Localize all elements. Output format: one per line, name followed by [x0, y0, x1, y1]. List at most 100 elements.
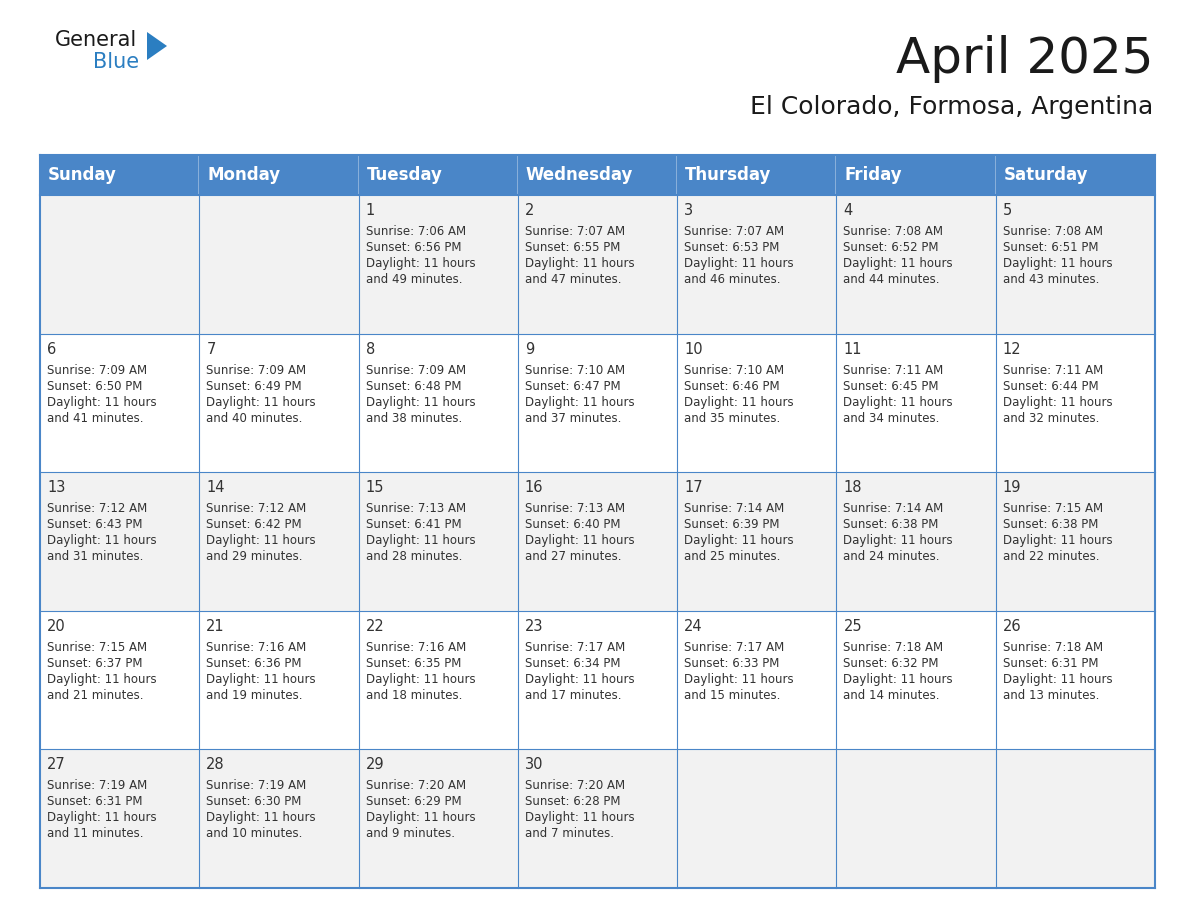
Text: Sunset: 6:51 PM: Sunset: 6:51 PM: [1003, 241, 1098, 254]
Text: Sunrise: 7:17 AM: Sunrise: 7:17 AM: [684, 641, 784, 654]
Text: Sunrise: 7:18 AM: Sunrise: 7:18 AM: [1003, 641, 1102, 654]
Text: and 13 minutes.: and 13 minutes.: [1003, 688, 1099, 701]
Polygon shape: [147, 32, 168, 60]
Text: and 37 minutes.: and 37 minutes.: [525, 411, 621, 425]
Text: Daylight: 11 hours: Daylight: 11 hours: [366, 534, 475, 547]
Bar: [996, 472, 1155, 610]
Bar: [200, 472, 359, 610]
Text: Daylight: 11 hours: Daylight: 11 hours: [684, 257, 794, 270]
Text: Sunset: 6:35 PM: Sunset: 6:35 PM: [366, 656, 461, 670]
Text: and 9 minutes.: and 9 minutes.: [366, 827, 455, 840]
Text: Sunrise: 7:11 AM: Sunrise: 7:11 AM: [843, 364, 943, 376]
Text: and 29 minutes.: and 29 minutes.: [207, 550, 303, 564]
Text: 23: 23: [525, 619, 543, 633]
Text: Sunrise: 7:10 AM: Sunrise: 7:10 AM: [525, 364, 625, 376]
Text: 4: 4: [843, 203, 853, 218]
Text: Sunset: 6:48 PM: Sunset: 6:48 PM: [366, 380, 461, 393]
Text: and 15 minutes.: and 15 minutes.: [684, 688, 781, 701]
Text: Daylight: 11 hours: Daylight: 11 hours: [366, 673, 475, 686]
Text: Daylight: 11 hours: Daylight: 11 hours: [366, 396, 475, 409]
Text: Daylight: 11 hours: Daylight: 11 hours: [207, 396, 316, 409]
Text: Daylight: 11 hours: Daylight: 11 hours: [525, 396, 634, 409]
Text: Daylight: 11 hours: Daylight: 11 hours: [366, 257, 475, 270]
Bar: [677, 195, 836, 333]
Text: Sunrise: 7:07 AM: Sunrise: 7:07 AM: [525, 225, 625, 238]
Text: Sunrise: 7:14 AM: Sunrise: 7:14 AM: [684, 502, 784, 515]
Text: and 40 minutes.: and 40 minutes.: [207, 411, 303, 425]
Bar: [40, 472, 200, 610]
Text: Daylight: 11 hours: Daylight: 11 hours: [1003, 673, 1112, 686]
Text: Daylight: 11 hours: Daylight: 11 hours: [207, 812, 316, 824]
Bar: [40, 333, 200, 472]
Bar: [359, 195, 518, 333]
Bar: [677, 749, 836, 888]
Text: and 21 minutes.: and 21 minutes.: [48, 688, 144, 701]
Text: Sunrise: 7:08 AM: Sunrise: 7:08 AM: [1003, 225, 1102, 238]
Text: and 32 minutes.: and 32 minutes.: [1003, 411, 1099, 425]
Text: Daylight: 11 hours: Daylight: 11 hours: [843, 534, 953, 547]
Text: Daylight: 11 hours: Daylight: 11 hours: [48, 673, 157, 686]
Bar: [836, 472, 996, 610]
Text: Sunset: 6:31 PM: Sunset: 6:31 PM: [48, 795, 143, 809]
Text: 17: 17: [684, 480, 703, 495]
Text: Sunset: 6:42 PM: Sunset: 6:42 PM: [207, 518, 302, 532]
Text: Sunset: 6:50 PM: Sunset: 6:50 PM: [48, 380, 143, 393]
Text: 20: 20: [48, 619, 65, 633]
Text: Daylight: 11 hours: Daylight: 11 hours: [684, 673, 794, 686]
Text: 24: 24: [684, 619, 703, 633]
Text: Saturday: Saturday: [1004, 166, 1088, 184]
Text: 1: 1: [366, 203, 375, 218]
Text: 26: 26: [1003, 619, 1022, 633]
Bar: [996, 195, 1155, 333]
Text: Sunrise: 7:07 AM: Sunrise: 7:07 AM: [684, 225, 784, 238]
Text: 29: 29: [366, 757, 384, 772]
Bar: [518, 155, 677, 195]
Text: Daylight: 11 hours: Daylight: 11 hours: [684, 534, 794, 547]
Bar: [996, 155, 1155, 195]
Text: Sunset: 6:39 PM: Sunset: 6:39 PM: [684, 518, 779, 532]
Bar: [518, 195, 677, 333]
Bar: [359, 749, 518, 888]
Text: Sunset: 6:32 PM: Sunset: 6:32 PM: [843, 656, 939, 670]
Text: and 41 minutes.: and 41 minutes.: [48, 411, 144, 425]
Text: Daylight: 11 hours: Daylight: 11 hours: [207, 673, 316, 686]
Bar: [996, 610, 1155, 749]
Text: 9: 9: [525, 341, 535, 356]
Text: and 19 minutes.: and 19 minutes.: [207, 688, 303, 701]
Text: Sunset: 6:41 PM: Sunset: 6:41 PM: [366, 518, 461, 532]
Text: and 24 minutes.: and 24 minutes.: [843, 550, 940, 564]
Text: Sunset: 6:31 PM: Sunset: 6:31 PM: [1003, 656, 1098, 670]
Text: Friday: Friday: [845, 166, 902, 184]
Text: Sunrise: 7:16 AM: Sunrise: 7:16 AM: [207, 641, 307, 654]
Bar: [200, 155, 359, 195]
Bar: [836, 195, 996, 333]
Text: Sunset: 6:49 PM: Sunset: 6:49 PM: [207, 380, 302, 393]
Text: Sunset: 6:53 PM: Sunset: 6:53 PM: [684, 241, 779, 254]
Text: 18: 18: [843, 480, 862, 495]
Text: Sunset: 6:43 PM: Sunset: 6:43 PM: [48, 518, 143, 532]
Text: and 10 minutes.: and 10 minutes.: [207, 827, 303, 840]
Text: and 18 minutes.: and 18 minutes.: [366, 688, 462, 701]
Text: 7: 7: [207, 341, 216, 356]
Bar: [996, 749, 1155, 888]
Text: Daylight: 11 hours: Daylight: 11 hours: [48, 534, 157, 547]
Text: Sunrise: 7:15 AM: Sunrise: 7:15 AM: [1003, 502, 1102, 515]
Text: Daylight: 11 hours: Daylight: 11 hours: [843, 673, 953, 686]
Text: 6: 6: [48, 341, 56, 356]
Text: Sunrise: 7:19 AM: Sunrise: 7:19 AM: [207, 779, 307, 792]
Bar: [359, 610, 518, 749]
Text: Daylight: 11 hours: Daylight: 11 hours: [525, 534, 634, 547]
Bar: [518, 333, 677, 472]
Text: Sunrise: 7:10 AM: Sunrise: 7:10 AM: [684, 364, 784, 376]
Text: 5: 5: [1003, 203, 1012, 218]
Text: 3: 3: [684, 203, 694, 218]
Text: 28: 28: [207, 757, 225, 772]
Text: 11: 11: [843, 341, 862, 356]
Text: Daylight: 11 hours: Daylight: 11 hours: [525, 257, 634, 270]
Text: and 35 minutes.: and 35 minutes.: [684, 411, 781, 425]
Text: Daylight: 11 hours: Daylight: 11 hours: [843, 396, 953, 409]
Text: and 49 minutes.: and 49 minutes.: [366, 273, 462, 286]
Text: Sunrise: 7:13 AM: Sunrise: 7:13 AM: [525, 502, 625, 515]
Bar: [836, 749, 996, 888]
Text: Sunset: 6:33 PM: Sunset: 6:33 PM: [684, 656, 779, 670]
